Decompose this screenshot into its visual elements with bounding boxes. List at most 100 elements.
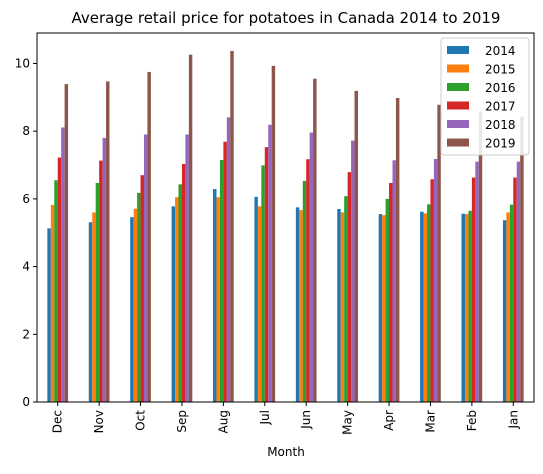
bar-2019-Oct bbox=[147, 71, 151, 403]
x-tick-label-Jan: Jan bbox=[506, 410, 520, 430]
y-tick-label: 6 bbox=[22, 192, 30, 206]
bar-2015-May bbox=[340, 212, 345, 402]
legend: 2014 2015 2016 2017 2018 2019 bbox=[440, 37, 530, 156]
bar-2019-Apr bbox=[395, 98, 400, 402]
bar-2019-Feb bbox=[478, 111, 483, 402]
bar-2016-Oct bbox=[137, 192, 141, 402]
bar-2014-Aug bbox=[213, 189, 217, 402]
y-tick-label: 4 bbox=[22, 260, 30, 274]
bar-2014-Jul bbox=[254, 196, 258, 402]
bar-2019-Nov bbox=[106, 81, 110, 402]
bar-2019-Jan bbox=[520, 116, 524, 403]
bar-2018-Nov bbox=[102, 137, 107, 402]
bar-2016-May bbox=[344, 196, 348, 402]
bar-2019-Jul bbox=[271, 65, 276, 402]
bar-2019-May bbox=[354, 90, 358, 402]
bar-2019-Dec bbox=[64, 84, 69, 403]
bar-2018-Dec bbox=[61, 127, 65, 402]
bar-2014-Apr bbox=[378, 214, 383, 402]
x-tick-label-Mar: Mar bbox=[423, 410, 437, 433]
bar-2018-Oct bbox=[143, 134, 148, 402]
y-tick-label: 8 bbox=[22, 124, 30, 138]
x-tick-label-Aug: Aug bbox=[216, 410, 230, 433]
bar-2019-Aug bbox=[230, 50, 234, 402]
y-axis: 0 2 4 6 8 10 bbox=[15, 56, 37, 409]
legend-label-2018: 2018 bbox=[485, 118, 516, 132]
chart-title: Average retail price for potatoes in Can… bbox=[72, 9, 501, 27]
bar-2016-Jul bbox=[261, 165, 265, 402]
bar-2017-Sep bbox=[181, 164, 186, 402]
bar-2014-Jan bbox=[502, 220, 507, 402]
x-tick-label-May: May bbox=[341, 410, 355, 435]
x-tick-label-Dec: Dec bbox=[51, 410, 65, 433]
bar-2018-May bbox=[351, 140, 355, 402]
series-2018 bbox=[61, 117, 521, 403]
series-2014 bbox=[47, 189, 507, 402]
bar-2015-Nov bbox=[92, 212, 96, 402]
bar-2016-Nov bbox=[95, 182, 100, 402]
bar-2017-Dec bbox=[57, 157, 62, 402]
bar-2015-Mar bbox=[423, 213, 428, 402]
legend-label-2016: 2016 bbox=[485, 81, 516, 95]
legend-label-2017: 2017 bbox=[485, 100, 516, 114]
bar-2018-Aug bbox=[226, 117, 231, 402]
plot-frame bbox=[36, 32, 535, 403]
bar-2015-Sep bbox=[175, 197, 179, 402]
bar-2017-Oct bbox=[140, 175, 144, 402]
legend-label-2014: 2014 bbox=[485, 44, 516, 58]
bar-2018-Mar bbox=[433, 158, 438, 402]
bar-2018-Jan bbox=[516, 161, 521, 402]
bar-2016-Dec bbox=[54, 180, 58, 402]
bar-2017-Jan bbox=[513, 177, 517, 402]
series-2017 bbox=[57, 141, 517, 403]
x-tick-label-Jul: Jul bbox=[258, 410, 272, 425]
bar-2015-Jul bbox=[257, 206, 262, 402]
bar-2015-Aug bbox=[216, 197, 220, 402]
legend-label-2019: 2019 bbox=[485, 137, 516, 151]
bar-2018-Apr bbox=[392, 160, 396, 402]
y-tick-label: 2 bbox=[22, 327, 30, 341]
bar-2016-Mar bbox=[427, 204, 431, 402]
bar-2015-Jan bbox=[506, 212, 510, 402]
bar-2017-Aug bbox=[223, 141, 227, 403]
bar-2019-Jun bbox=[313, 78, 317, 402]
series-2019 bbox=[64, 50, 524, 403]
bar-2016-Feb bbox=[468, 210, 472, 402]
bar-2017-May bbox=[347, 172, 352, 402]
bar-2017-Mar bbox=[430, 179, 434, 402]
bar-2018-Feb bbox=[475, 161, 479, 402]
x-tick-label-Oct: Oct bbox=[134, 410, 148, 431]
bar-2015-Dec bbox=[50, 204, 55, 402]
bar-2019-Sep bbox=[188, 54, 193, 403]
bar-2017-Feb bbox=[471, 177, 476, 402]
bar-2014-Oct bbox=[130, 217, 134, 402]
bar-2015-Feb bbox=[464, 214, 469, 402]
plot-area bbox=[47, 50, 524, 403]
bar-2014-Dec bbox=[47, 228, 51, 402]
bar-2016-Sep bbox=[178, 184, 182, 402]
series-2016 bbox=[54, 159, 514, 402]
bar-2015-Apr bbox=[382, 215, 386, 402]
bar-2014-Feb bbox=[461, 213, 465, 402]
bar-2015-Oct bbox=[133, 208, 138, 402]
bar-2014-Sep bbox=[171, 206, 176, 402]
legend-swatch-2014 bbox=[447, 46, 469, 54]
bar-2016-Jan bbox=[509, 204, 514, 402]
bar-2018-Jul bbox=[268, 124, 272, 403]
legend-swatch-2016 bbox=[447, 83, 469, 91]
bar-2017-Jun bbox=[306, 159, 310, 402]
bar-2015-Jun bbox=[299, 210, 303, 402]
legend-swatch-2019 bbox=[447, 138, 469, 147]
bar-2016-Apr bbox=[385, 198, 390, 402]
bar-2018-Sep bbox=[185, 134, 189, 402]
legend-swatch-2015 bbox=[447, 64, 469, 73]
x-tick-label-Nov: Nov bbox=[92, 410, 106, 433]
bar-2014-Nov bbox=[88, 222, 93, 402]
bar-2014-Mar bbox=[420, 211, 424, 402]
x-tick-label-Apr: Apr bbox=[382, 410, 396, 431]
legend-label-2015: 2015 bbox=[485, 63, 516, 77]
x-tick-label-Feb: Feb bbox=[465, 410, 479, 431]
bar-2018-Jun bbox=[309, 132, 314, 402]
